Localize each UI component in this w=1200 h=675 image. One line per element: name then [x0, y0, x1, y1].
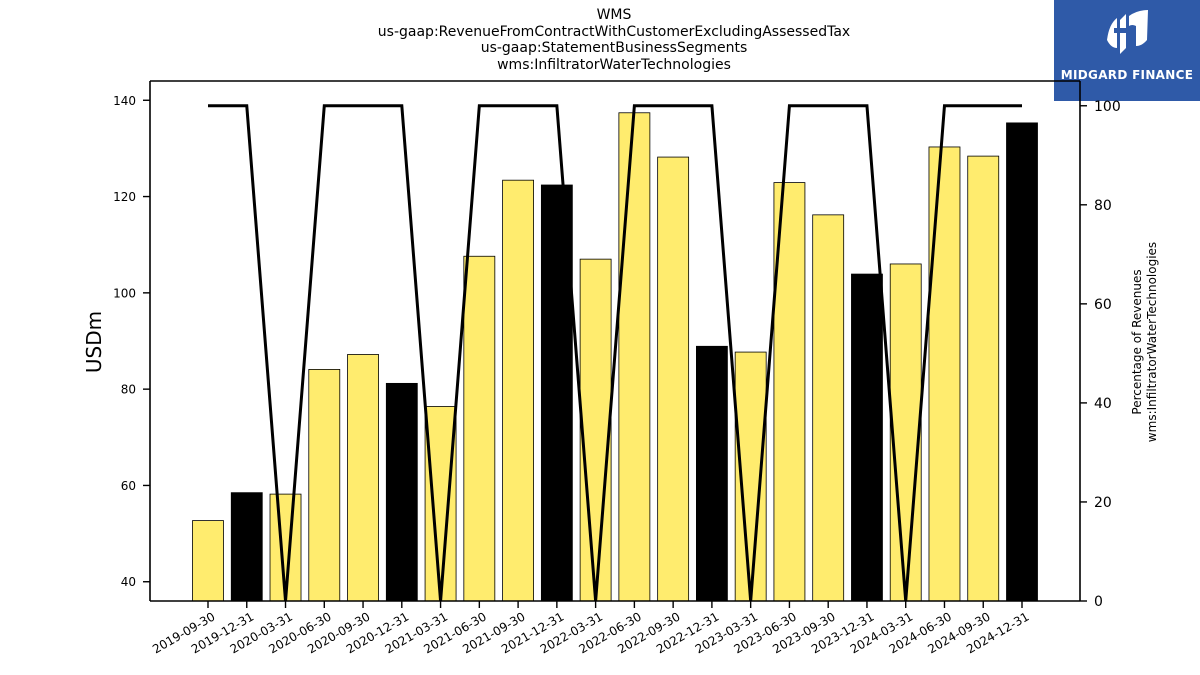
y-tick-label-140: 140: [113, 94, 136, 108]
y2-tick-label-40: 40: [1094, 396, 1112, 412]
bars-group: [192, 112, 1038, 602]
y2-tick-label-60: 60: [1094, 297, 1112, 313]
bar-2021-06-30: [463, 255, 496, 602]
midgard-finance-logo: MIDGARD FINANCE: [1054, 0, 1200, 101]
bar-2020-06-30: [308, 369, 341, 602]
chart-title-line-1: WMS: [596, 7, 632, 23]
bar-2023-12-31: [851, 273, 883, 602]
y2-tick-label-80: 80: [1094, 198, 1112, 214]
y-tick-label-40: 40: [121, 575, 136, 589]
bar-2022-09-30: [657, 156, 690, 602]
y-tick-label-80: 80: [121, 383, 136, 397]
bar-2022-06-30: [618, 112, 651, 602]
y2-tick-label-0: 0: [1094, 594, 1103, 610]
chart-title: WMS us-gaap:RevenueFromContractWithCusto…: [364, 7, 864, 73]
percentage-line: [208, 104, 1022, 602]
bar-2023-09-30: [812, 214, 845, 602]
chart-title-line-3: us-gaap:StatementBusinessSegments: [480, 40, 748, 56]
chart-title-line-2: us-gaap:RevenueFromContractWithCustomerE…: [377, 23, 851, 40]
logo-text: MIDGARD FINANCE: [1060, 68, 1194, 82]
bar-2024-06-30: [928, 146, 961, 602]
y2-axis-label-line-1: Percentage of Revenues: [1130, 269, 1144, 414]
y2-tick-label-20: 20: [1094, 495, 1112, 511]
bar-2021-03-31: [424, 406, 457, 602]
bar-2021-09-30: [502, 179, 534, 602]
bar-2024-09-30: [967, 155, 1000, 602]
bar-2024-03-31: [889, 263, 922, 602]
y2-tick-label-100: 100: [1094, 99, 1121, 115]
bar-2022-12-31: [696, 345, 728, 602]
y-tick-label-100: 100: [113, 286, 136, 300]
bar-2019-09-30: [192, 520, 224, 602]
percentage-line-group: [208, 104, 1022, 602]
bar-2024-12-31: [1006, 122, 1038, 602]
y-tick-label-120: 120: [113, 190, 136, 204]
bar-2019-12-31: [230, 492, 263, 602]
y-tick-label-60: 60: [121, 479, 136, 493]
y-axis-label: USDm: [82, 311, 106, 373]
bar-2022-03-31: [579, 258, 612, 602]
bar-2020-09-30: [347, 354, 379, 602]
bar-2020-12-31: [385, 382, 418, 602]
y2-axis-label-line-2: wms:InfiltratorWaterTechnologies: [1145, 242, 1159, 442]
chart-title-line-4: wms:InfiltratorWaterTechnologies: [497, 56, 731, 73]
midgard-logo-icon: [1107, 10, 1148, 54]
